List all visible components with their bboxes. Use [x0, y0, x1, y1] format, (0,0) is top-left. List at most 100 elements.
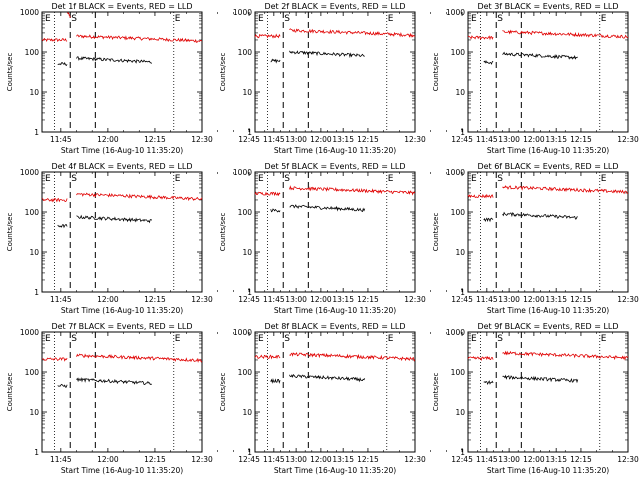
x-tick-label: 12:00 [310, 455, 332, 464]
x-tick-label: 12:45 [451, 295, 473, 304]
chart-title: Det 9f BLACK = Events, RED = LLD [477, 322, 618, 331]
marker-letter-3: E [175, 14, 181, 24]
x-tick-label: 12:15 [570, 295, 592, 304]
y-tick-label: 1 [34, 128, 39, 137]
x-tick-label: 12:00 [97, 455, 119, 464]
lld-series-segment [254, 191, 281, 197]
chart-panel-8: Det 8f BLACK = Events, RED = LLD Counts/s… [219, 322, 567, 475]
marker-letter-2: S [497, 14, 503, 24]
lld-series-segment [289, 185, 416, 196]
x-tick-label: 12:15 [570, 455, 592, 464]
y-tick-label: 100 [238, 48, 253, 57]
lld-series-segment [502, 29, 629, 39]
x-tick-label: 11:45 [50, 295, 72, 304]
events-series-segment [76, 56, 153, 64]
y-tick-label: 1 [34, 288, 39, 297]
x-tick-label: 13:00 [285, 135, 307, 144]
chart-title: Det 2f BLACK = Events, RED = LLD [264, 2, 405, 11]
marker-letter-2: S [284, 14, 290, 24]
chart-title: Det 8f BLACK = Events, RED = LLD [264, 322, 405, 331]
x-tick-label: 11:45 [50, 455, 72, 464]
chart-title: Det 7f BLACK = Events, RED = LLD [51, 322, 192, 331]
x-tick-label: 13:15 [545, 295, 567, 304]
x-tick-label: 12:00 [97, 295, 119, 304]
y-tick-label: 10 [455, 408, 465, 417]
y-axis-label: Counts/sec [432, 213, 440, 252]
x-tick-label: 11:45 [476, 455, 498, 464]
lld-series-segment [289, 352, 416, 362]
x-tick-label: 13:15 [332, 135, 354, 144]
y-axis-label: Counts/sec [432, 53, 440, 92]
x-tick-label: 12:30 [191, 295, 213, 304]
marker-letter-2: S [284, 174, 290, 184]
y-tick-label: 10 [242, 408, 252, 417]
y-tick-label: 1000 [233, 168, 252, 177]
chart-title: Det 3f BLACK = Events, RED = LLD [477, 2, 618, 11]
lld-series-segment [41, 198, 68, 203]
marker-letter-1: E [471, 174, 477, 184]
chart-panel-5: Det 5f BLACK = Events, RED = LLD Counts/s… [219, 162, 567, 315]
y-axis-label: Counts/sec [432, 373, 440, 412]
x-tick-label: 13:00 [498, 135, 520, 144]
y-tick-label: 1 [247, 128, 252, 137]
y-tick-label: 1000 [20, 328, 39, 337]
x-tick-label: 12:30 [191, 135, 213, 144]
x-tick-label: 13:00 [285, 455, 307, 464]
y-tick-label: 1 [460, 128, 465, 137]
x-axis-label: Start Time (16-Aug-10 11:35:20) [487, 466, 609, 475]
lld-series-segment [468, 35, 494, 41]
marker-letter-1: E [45, 14, 51, 24]
x-tick-label: 12:30 [617, 295, 639, 304]
chart-panel-1: Det 1f BLACK = Events, RED = LLD Counts/s… [6, 2, 354, 155]
y-tick-label: 10 [242, 88, 252, 97]
y-tick-label: 1 [460, 448, 465, 457]
y-tick-label: 100 [25, 368, 40, 377]
y-tick-label: 1000 [233, 8, 252, 17]
y-axis-label: Counts/sec [219, 213, 227, 252]
plot-frame [254, 11, 416, 133]
y-tick-label: 100 [238, 368, 253, 377]
x-tick-label: 11:45 [476, 295, 498, 304]
events-series-segment [289, 50, 365, 59]
x-tick-label: 12:45 [451, 455, 473, 464]
x-tick-label: 13:00 [498, 295, 520, 304]
chart-panel-2: Det 2f BLACK = Events, RED = LLD Counts/s… [219, 2, 567, 155]
y-axis-label: Counts/sec [6, 373, 14, 412]
y-tick-label: 10 [455, 248, 465, 257]
chart-panel-9: Det 9f BLACK = Events, RED = LLD Counts/s… [432, 322, 639, 475]
y-tick-label: 1000 [446, 168, 465, 177]
x-tick-label: 12:00 [523, 295, 545, 304]
x-tick-label: 13:00 [285, 295, 307, 304]
x-axis-label: Start Time (16-Aug-10 11:35:20) [61, 146, 183, 155]
chart-title: Det 5f BLACK = Events, RED = LLD [264, 162, 405, 171]
x-axis-label: Start Time (16-Aug-10 11:35:20) [487, 146, 609, 155]
y-tick-label: 10 [29, 248, 39, 257]
x-tick-label: 12:15 [144, 135, 166, 144]
y-tick-label: 10 [29, 88, 39, 97]
x-tick-label: 12:45 [238, 135, 260, 144]
x-tick-label: 11:45 [50, 135, 72, 144]
x-tick-label: 12:45 [451, 135, 473, 144]
plot-frame [467, 11, 629, 133]
events-series-segment [57, 383, 68, 388]
events-series-segment [483, 217, 494, 223]
chart-title: Det 4f BLACK = Events, RED = LLD [51, 162, 192, 171]
events-series-segment [270, 58, 281, 64]
lld-series-segment [254, 354, 281, 360]
x-tick-label: 13:15 [332, 455, 354, 464]
y-tick-label: 1000 [233, 328, 252, 337]
x-tick-label: 12:00 [310, 135, 332, 144]
plot-frame [254, 171, 416, 293]
x-tick-label: 12:45 [238, 295, 260, 304]
events-series-segment [57, 224, 68, 229]
x-tick-label: 12:30 [404, 295, 426, 304]
x-tick-label: 13:15 [545, 135, 567, 144]
events-series-segment [502, 374, 579, 384]
y-axis-label: Counts/sec [6, 53, 14, 92]
plot-frame [41, 331, 203, 453]
chart-panel-3: Det 3f BLACK = Events, RED = LLD Counts/s… [432, 2, 639, 155]
x-axis-label: Start Time (16-Aug-10 11:35:20) [487, 306, 609, 315]
y-axis-label: Counts/sec [6, 213, 14, 252]
y-axis-label: Counts/sec [219, 373, 227, 412]
